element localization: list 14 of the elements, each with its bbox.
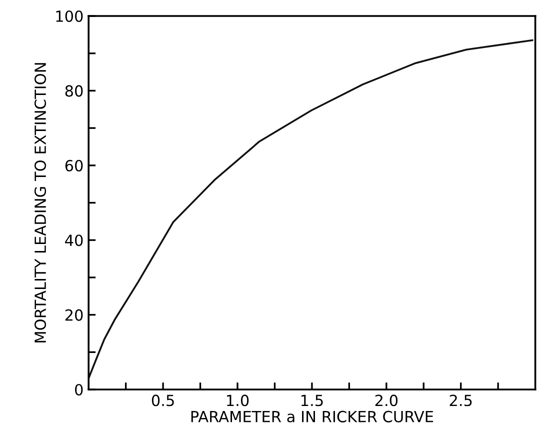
- y-tick-label: 60: [65, 160, 83, 172]
- x-tick-label: 2.0: [375, 394, 398, 406]
- x-tick-label: 1.0: [227, 394, 249, 406]
- x-tick-label: 2.5: [450, 394, 472, 406]
- y-tick-label: 40: [65, 234, 83, 246]
- y-tick-label: 20: [65, 309, 83, 321]
- y-tick-label: 0: [75, 384, 83, 396]
- x-tick-label: 1.5: [301, 394, 323, 406]
- x-axis-title: PARAMETER a IN RICKER CURVE: [191, 410, 434, 422]
- y-tick-label: 100: [56, 10, 83, 22]
- x-tick-label: 0.5: [152, 394, 174, 406]
- y-tick-label: 80: [65, 85, 83, 97]
- y-axis-title: MORTALITY LEADING TO EXTINCTION: [34, 63, 46, 342]
- line-series: [88, 39, 534, 380]
